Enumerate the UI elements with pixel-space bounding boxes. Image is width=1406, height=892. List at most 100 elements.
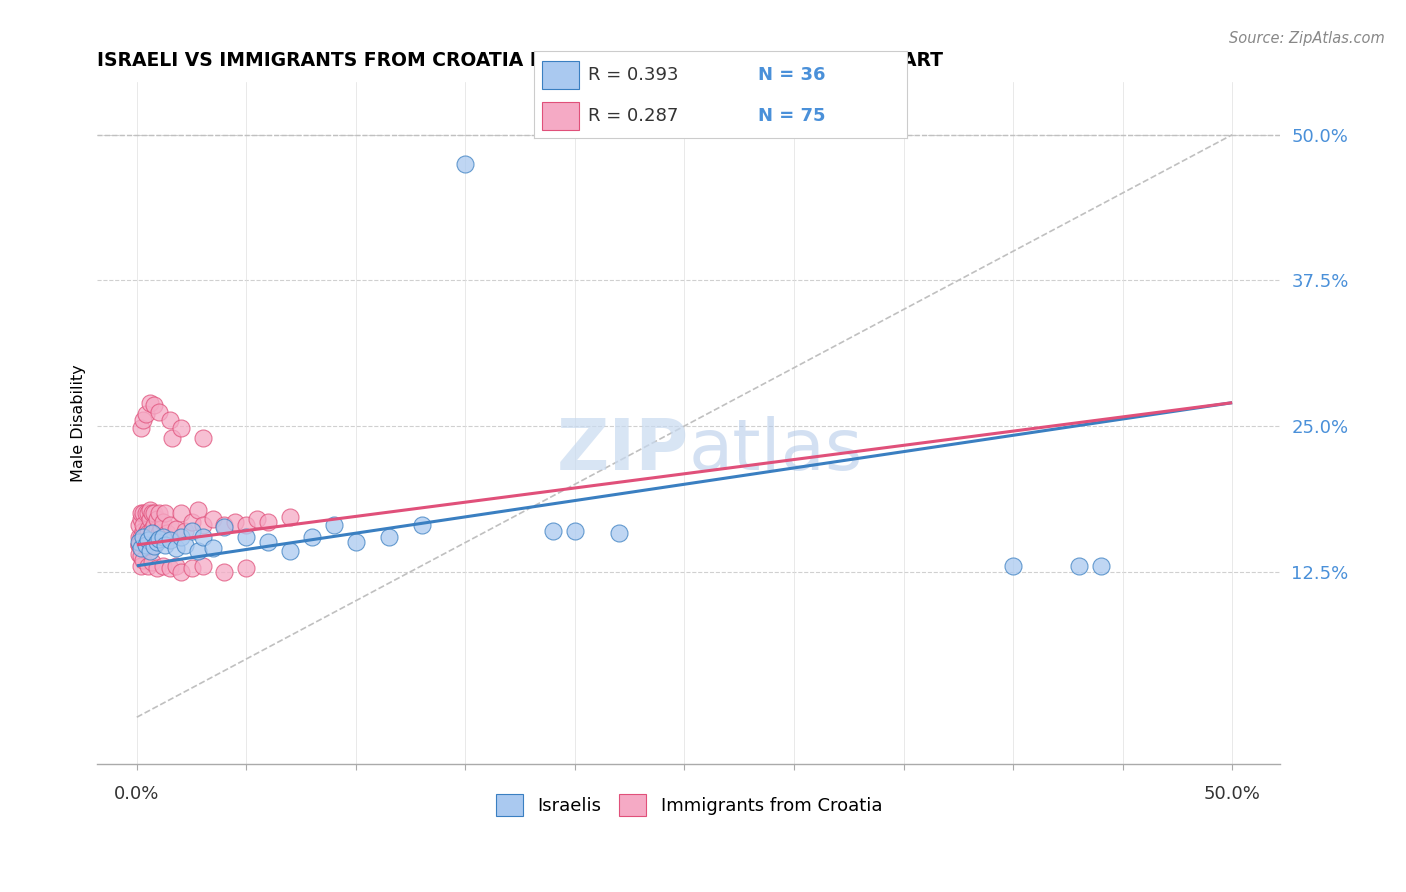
Point (541, 524, 564, 538)
Point (301, 530, 323, 544)
Point (214, 520, 236, 534)
Point (129, 541, 152, 556)
Point (143, 538, 166, 552)
Point (180, 561, 202, 575)
Point (129, 541, 152, 556)
Point (143, 507, 166, 521)
Point (159, 533, 181, 548)
Text: N = 75: N = 75 (758, 106, 825, 125)
Point (257, 535, 280, 549)
Text: N = 36: N = 36 (758, 66, 825, 85)
Point (148, 526, 170, 541)
Point (129, 530, 152, 544)
Point (136, 507, 159, 521)
Point (174, 524, 197, 538)
Point (129, 512, 152, 526)
Point (180, 524, 202, 538)
Point (148, 405, 170, 419)
Point (155, 507, 177, 521)
Point (145, 561, 167, 575)
Bar (541, 62, 579, 89)
Text: ISRAELI VS IMMIGRANTS FROM CROATIA MALE DISABILITY CORRELATION CHART: ISRAELI VS IMMIGRANTS FROM CROATIA MALE … (97, 51, 943, 70)
Point (246, 512, 269, 526)
Point (135, 507, 157, 521)
Point (180, 515, 202, 529)
Point (136, 558, 159, 573)
Point (214, 565, 236, 579)
Bar (541, 102, 579, 129)
Point (152, 530, 174, 544)
Point (1067, 558, 1090, 573)
Point (214, 518, 236, 533)
Point (1002, 558, 1025, 573)
Point (136, 526, 159, 541)
Point (224, 515, 246, 529)
Point (141, 538, 163, 552)
Point (129, 558, 152, 573)
Text: 50.0%: 50.0% (1204, 785, 1261, 803)
Point (143, 518, 166, 533)
Y-axis label: Male Disability: Male Disability (72, 364, 86, 482)
Point (191, 518, 214, 533)
Point (135, 526, 157, 541)
Point (128, 518, 150, 533)
Point (235, 561, 257, 575)
Point (143, 539, 166, 553)
Point (454, 157, 477, 171)
Point (128, 538, 150, 552)
Point (135, 538, 157, 552)
Text: Source: ZipAtlas.com: Source: ZipAtlas.com (1229, 31, 1385, 46)
Point (278, 543, 301, 558)
Point (344, 535, 367, 549)
Point (136, 533, 159, 548)
Point (128, 530, 150, 544)
Point (411, 518, 433, 533)
Point (169, 421, 191, 435)
Point (235, 518, 257, 533)
Point (257, 515, 280, 529)
Point (136, 538, 159, 552)
Point (607, 526, 630, 541)
Text: ZIP: ZIP (557, 416, 689, 485)
Text: 0.0%: 0.0% (114, 785, 159, 803)
Point (377, 530, 399, 544)
Text: R = 0.393: R = 0.393 (588, 66, 679, 85)
Point (156, 526, 179, 541)
Point (128, 538, 150, 552)
Point (159, 518, 181, 533)
Point (165, 541, 187, 556)
Point (152, 558, 174, 573)
Point (132, 538, 155, 552)
Point (139, 512, 162, 526)
Point (145, 512, 167, 526)
Point (323, 518, 346, 533)
Point (132, 524, 155, 538)
Point (155, 538, 177, 552)
Legend: Israelis, Immigrants from Croatia: Israelis, Immigrants from Croatia (488, 787, 890, 823)
Point (129, 421, 152, 435)
Point (132, 553, 155, 567)
Point (202, 512, 225, 526)
Point (165, 558, 187, 573)
Point (169, 565, 191, 579)
Point (132, 507, 155, 521)
Text: R = 0.287: R = 0.287 (588, 106, 679, 125)
Point (136, 522, 159, 536)
Point (174, 538, 197, 552)
Point (139, 503, 162, 517)
Point (141, 507, 163, 521)
Point (139, 543, 162, 558)
Point (135, 408, 157, 422)
Point (159, 413, 181, 427)
Text: atlas: atlas (689, 416, 863, 485)
Point (160, 431, 183, 445)
Point (132, 530, 155, 544)
Point (141, 522, 163, 536)
Point (202, 541, 225, 556)
Point (148, 532, 170, 546)
Point (564, 524, 586, 538)
Point (145, 522, 167, 536)
Point (149, 522, 172, 536)
Point (139, 395, 162, 409)
Point (132, 518, 155, 533)
